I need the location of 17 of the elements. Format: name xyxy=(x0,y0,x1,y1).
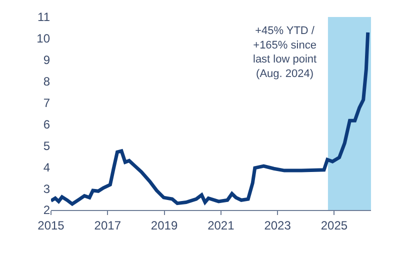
y-tick-label: 10 xyxy=(36,32,50,46)
x-tick-label: 2015 xyxy=(38,218,65,232)
y-tick-label: 5 xyxy=(43,138,50,153)
y-tick-label: 11 xyxy=(38,10,50,24)
x-tick-label: 2023 xyxy=(264,218,292,232)
y-tick-label: 4 xyxy=(43,160,50,174)
x-tick-label: 2025 xyxy=(320,218,348,232)
annotation: +45% YTD / +165% since last low point (Aug. 2024) xyxy=(253,25,317,80)
y-tick-label: 8 xyxy=(43,74,50,89)
y-tick-label: 3 xyxy=(43,182,50,196)
y-tick-label: 2 xyxy=(43,203,50,218)
x-tick-label: 2017 xyxy=(94,218,122,232)
y-tick-label: 7 xyxy=(43,96,50,110)
y-tick-label: 9 xyxy=(43,53,50,68)
x-tick-label: 2021 xyxy=(208,218,235,232)
y-tick-label: 6 xyxy=(43,117,50,132)
x-tick-label: 2019 xyxy=(150,218,178,232)
